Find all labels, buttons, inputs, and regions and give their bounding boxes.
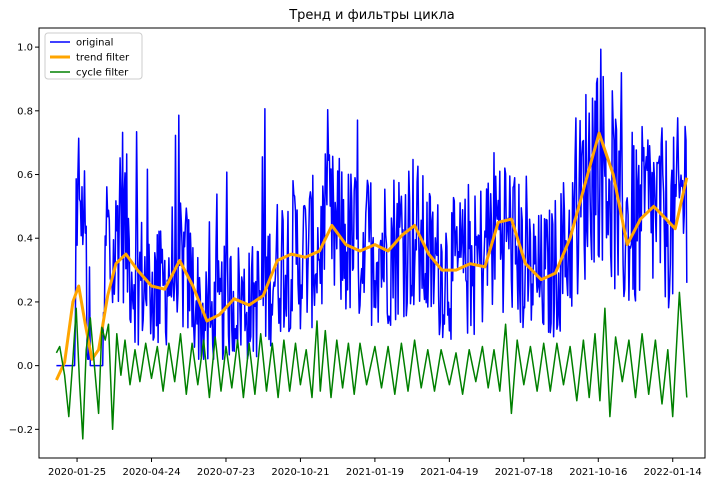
legend: original trend filter cycle filter [44, 32, 143, 80]
series-line [56, 48, 688, 367]
x-tick-label: 2021-04-19 [420, 467, 478, 478]
x-tick-label: 2020-07-23 [197, 467, 255, 478]
series-line [55, 131, 689, 381]
legend-label: trend filter [76, 53, 130, 64]
plot-area [38, 27, 706, 459]
y-tick-label: 0.8 [17, 106, 33, 117]
series-layer [55, 48, 689, 440]
y-tick-label: 1.0 [17, 43, 33, 54]
x-tick-label: 2020-01-25 [48, 467, 106, 478]
y-tick-label: −0.2 [9, 425, 33, 436]
x-tick-label: 2021-07-18 [495, 467, 553, 478]
x-axis: 2020-01-25 2020-04-24 2020-07-23 2020-10-21… [48, 458, 702, 478]
y-axis: −0.2 0.0 0.2 0.4 0.6 0.8 1.0 [9, 43, 39, 436]
series-line [55, 291, 688, 440]
plot-frame [38, 27, 706, 459]
x-tick-label: 2020-10-21 [271, 467, 329, 478]
x-tick-label: 2021-01-19 [346, 467, 404, 478]
chart-title: Тренд и фильтры цикла [288, 8, 455, 23]
y-tick-label: 0.0 [17, 361, 33, 372]
legend-label: original [76, 38, 113, 49]
y-tick-label: 0.4 [17, 234, 33, 245]
x-tick-label: 2020-04-24 [122, 467, 180, 478]
y-tick-label: 0.6 [17, 170, 33, 181]
y-tick-label: 0.2 [17, 297, 33, 308]
legend-label: cycle filter [76, 68, 129, 79]
x-tick-label: 2021-10-16 [569, 467, 627, 478]
x-tick-label: 2022-01-14 [644, 467, 702, 478]
legend-box [44, 32, 143, 80]
